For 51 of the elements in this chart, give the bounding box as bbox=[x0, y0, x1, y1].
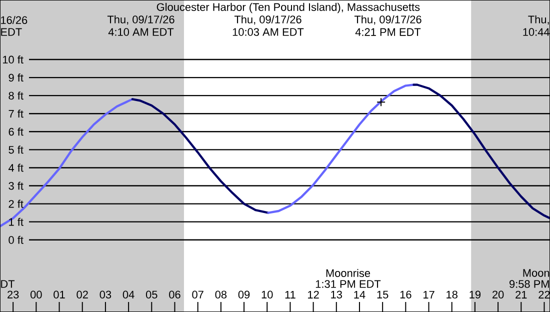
y-tick-label: 7 ft bbox=[8, 110, 24, 118]
y-tick-label: 3 ft bbox=[8, 182, 24, 190]
annotation: 1:31 PM EDT bbox=[316, 280, 381, 288]
annotation: Thu, 09/17/26 bbox=[354, 15, 422, 25]
x-tick-label: 04 bbox=[122, 290, 134, 298]
y-tick-label: 8 ft bbox=[8, 92, 24, 100]
x-tick-label: 05 bbox=[146, 290, 158, 298]
x-tick-label: 16 bbox=[400, 290, 412, 298]
x-tick-label: 18 bbox=[446, 290, 458, 298]
x-tick-label: 10 bbox=[262, 290, 273, 298]
x-tick-label: 14 bbox=[354, 290, 366, 298]
annotation: 10:44 bbox=[523, 28, 550, 36]
y-tick-label: 10 ft bbox=[2, 56, 24, 64]
y-tick-label: 0 ft bbox=[8, 236, 24, 244]
x-tick-label: 17 bbox=[424, 290, 434, 298]
annotation: Thu, 09/17/26 bbox=[107, 15, 174, 25]
annotation: Thu, bbox=[528, 15, 549, 25]
x-tick-label: 15 bbox=[377, 290, 388, 298]
y-tick-label: 9 ft bbox=[8, 74, 24, 82]
x-tick-label: 03 bbox=[100, 290, 112, 298]
y-tick-label: 6 ft bbox=[8, 128, 24, 136]
x-tick-label: 12 bbox=[308, 290, 319, 298]
x-tick-label: 07 bbox=[192, 290, 204, 298]
x-tick-label: 08 bbox=[215, 290, 227, 298]
x-tick-label: 22 bbox=[538, 290, 550, 298]
y-tick-label: 5 ft bbox=[8, 146, 24, 154]
x-tick-label: 11 bbox=[285, 290, 296, 298]
x-tick-label: 19 bbox=[470, 290, 481, 298]
x-tick-label: 21 bbox=[516, 290, 527, 298]
annotation: 9:58 PM bbox=[510, 280, 549, 288]
x-tick-label: 01 bbox=[54, 290, 65, 298]
x-tick-label: 23 bbox=[8, 290, 19, 298]
annotation: 16/26 bbox=[1, 16, 28, 24]
annotation: 4:10 AM EDT bbox=[108, 28, 174, 36]
x-tick-label: 06 bbox=[169, 290, 180, 298]
x-tick-label: 09 bbox=[238, 290, 250, 298]
x-tick-label: 20 bbox=[492, 290, 504, 298]
annotation: Moon bbox=[523, 269, 550, 277]
annotation: EDT bbox=[1, 28, 22, 36]
chart-title: Gloucester Harbor (Ten Pound Island), Massachusetts bbox=[156, 2, 420, 14]
annotation: 10:03 AM EDT bbox=[232, 28, 304, 36]
annotation: 4:21 PM EDT bbox=[355, 28, 421, 36]
annotation: DT bbox=[1, 280, 15, 288]
annotation: Thu, 09/17/26 bbox=[234, 15, 302, 25]
x-tick-label: 02 bbox=[76, 290, 88, 298]
y-tick-label: 4 ft bbox=[8, 164, 24, 172]
x-tick-label: 13 bbox=[331, 290, 342, 298]
annotation: Moonrise bbox=[326, 268, 370, 278]
y-tick-label: 1 ft bbox=[9, 218, 24, 226]
x-tick-label: 00 bbox=[30, 290, 42, 298]
y-tick-label: 2 ft bbox=[8, 200, 24, 208]
